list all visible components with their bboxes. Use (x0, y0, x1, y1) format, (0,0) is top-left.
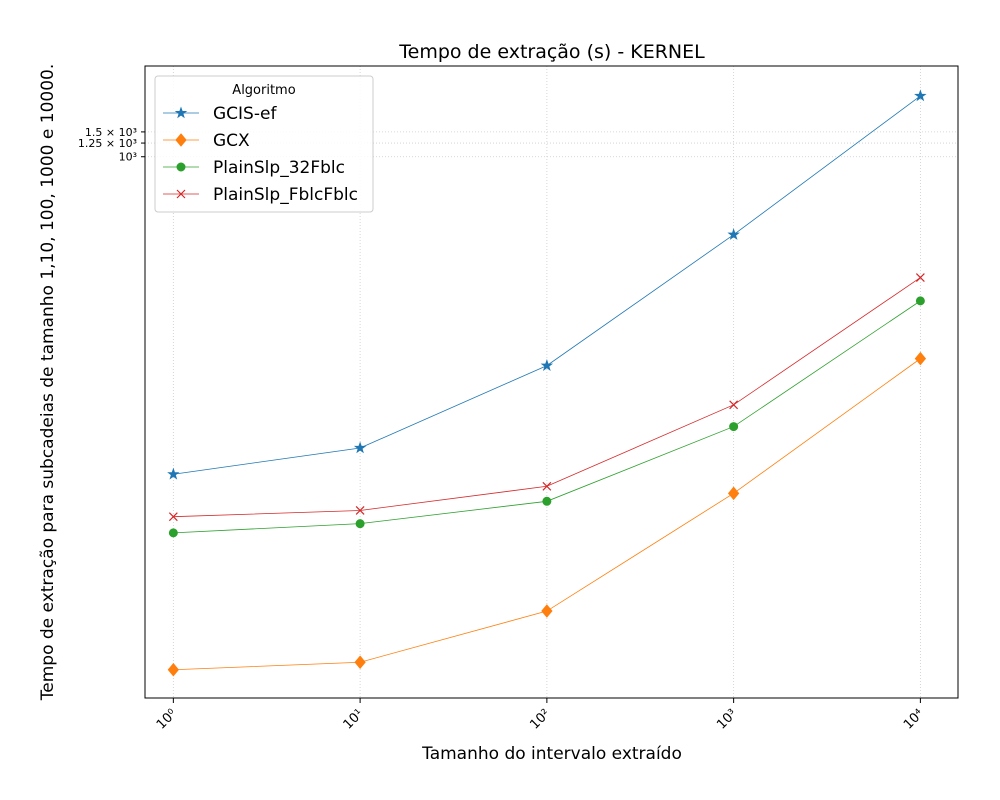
marker (541, 604, 553, 618)
marker (915, 273, 925, 282)
legend-label: PlainSlp_FblcFblc (213, 185, 358, 205)
marker (727, 228, 740, 240)
legend: Algoritmo GCIS-ef GCX PlainSlp_32Fblc PlainS… (154, 75, 374, 213)
x-axis-label: Tamanho do intervalo extraído (421, 744, 682, 764)
marker (914, 89, 927, 102)
marker (729, 422, 739, 432)
legend-title: Algoritmo (232, 83, 295, 98)
legend-label: GCIS-ef (213, 104, 277, 124)
axes-frame (144, 65, 959, 699)
marker (540, 359, 554, 371)
marker (167, 662, 180, 677)
marker (174, 106, 188, 119)
y-tick-label: 1.25 × 10³ (78, 137, 137, 150)
marker (915, 296, 925, 306)
marker (914, 351, 927, 366)
marker (167, 467, 180, 480)
marker (176, 162, 186, 172)
marker (542, 496, 552, 506)
legend-box (154, 75, 374, 213)
x-tick-label: 10² (527, 707, 553, 733)
marker (729, 400, 739, 410)
y-tick-label: 1.5 × 10³ (85, 126, 137, 139)
plot-area (167, 89, 927, 677)
x-tick-label: 10¹ (341, 707, 367, 733)
x-tick-label: 10³ (714, 707, 740, 733)
y-axis-label: Tempo de extração para subcadeias de tam… (38, 64, 58, 701)
marker (354, 655, 366, 670)
marker (168, 512, 178, 522)
chart-title: Tempo de extração (s) - KERNEL (398, 41, 705, 63)
marker (355, 519, 365, 529)
legend-label: PlainSlp_32Fblc (213, 158, 345, 178)
marker (355, 506, 365, 515)
marker (727, 486, 740, 501)
y-tick-label: 10³ (119, 151, 137, 164)
x-tick-label: 10⁰ (154, 707, 180, 733)
marker (353, 441, 367, 454)
legend-label: GCX (213, 131, 250, 151)
x-tick-label: 10⁴ (901, 707, 927, 733)
marker (168, 528, 178, 538)
marker (175, 133, 187, 147)
marker (542, 481, 552, 491)
marker (176, 189, 186, 199)
